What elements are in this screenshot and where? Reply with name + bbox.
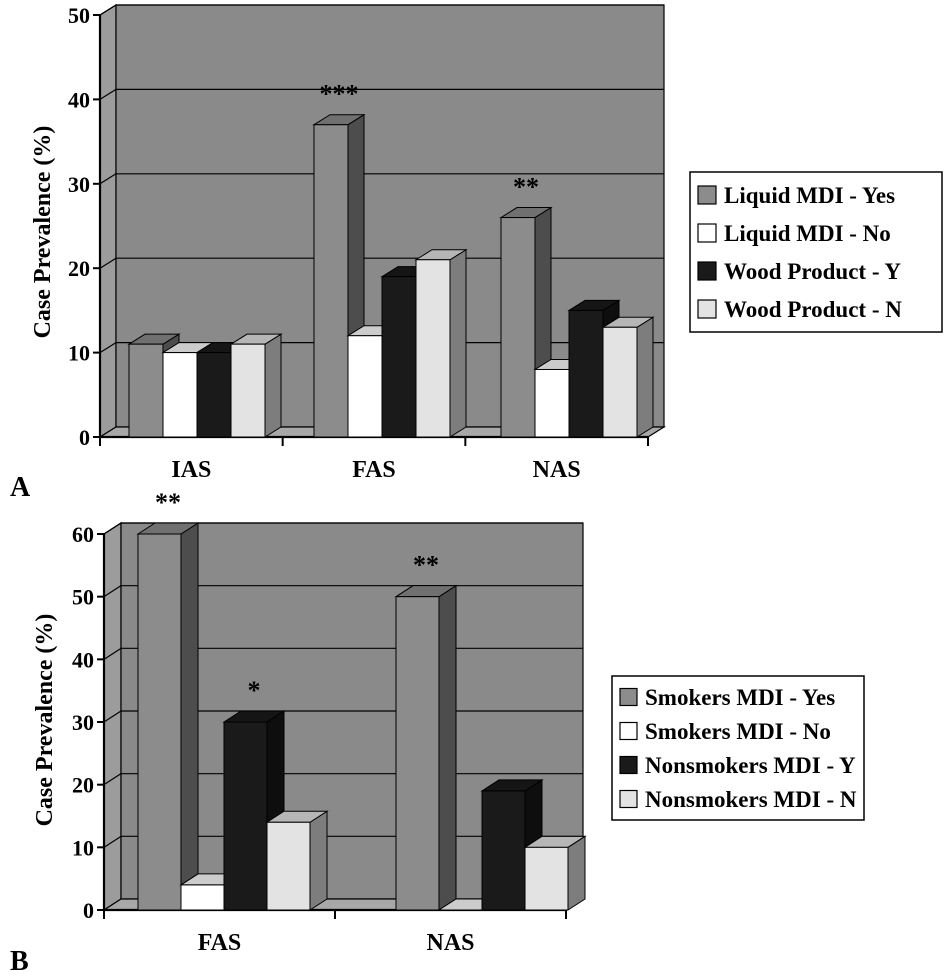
legend-label-2: Liquid MDI - No: [724, 221, 891, 246]
legend-label-4: Nonsmokers MDI - N: [645, 787, 857, 812]
bar-b-fas-1: [136, 522, 200, 911]
bar-front: [128, 343, 164, 438]
bar-side: [567, 835, 586, 911]
legend-label-1: Liquid MDI - Yes: [724, 183, 895, 208]
gridline-side-b-40: [103, 647, 122, 660]
bar-a-fas-4: [414, 248, 468, 438]
gridline-side-a-50: [99, 4, 117, 16]
legend-swatch-4: [697, 299, 717, 319]
bar-front: [196, 352, 232, 438]
y-tick-label-a-30: 30: [68, 172, 90, 197]
x-category-label-a-fas: FAS: [352, 457, 396, 483]
bar-front: [524, 846, 569, 911]
bar-front: [395, 596, 440, 911]
y-tick-label-b-0: 0: [83, 898, 94, 923]
bar-b-nas-1: [394, 584, 458, 911]
legend-label-3: Nonsmokers MDI - Y: [645, 753, 856, 778]
bar-front: [500, 217, 536, 438]
y-tick-label-b-10: 10: [72, 835, 94, 860]
bar-a-nas-4: [601, 316, 655, 438]
y-tick-label-b-30: 30: [72, 710, 94, 735]
legend-swatch-1: [619, 687, 638, 707]
y-tick-label-b-50: 50: [72, 585, 94, 610]
legend-b: Smokers MDI - Yes Smokers MDI - No Nonsmok…: [611, 675, 865, 821]
bar-front: [415, 259, 451, 438]
x-category-label-a-nas: NAS: [533, 457, 581, 483]
legend-frame: [611, 675, 865, 821]
x-category-label-a-ias: IAS: [171, 457, 211, 483]
significance-mark-a-2: **: [513, 173, 539, 202]
gridline-side-a-30: [99, 173, 117, 185]
legend-swatch-2: [619, 721, 638, 741]
gridline-side-b-10: [103, 835, 122, 848]
y-tick-label-a-40: 40: [68, 87, 90, 112]
significance-mark-b-2: *: [248, 676, 261, 705]
bar-front: [137, 533, 182, 911]
legend-swatch-1: [697, 185, 717, 205]
chart-panel-b: Case Prevalence (%) B 0 10 20 30 40 50 60 FAS NA…: [10, 488, 865, 976]
y-axis-label-a: Case Prevalence (%): [30, 126, 56, 339]
y-tick-label-a-20: 20: [68, 256, 90, 281]
y-tick-label-b-40: 40: [72, 647, 94, 672]
legend-label-4: Wood Product - N: [724, 297, 902, 322]
y-tick-label-a-10: 10: [68, 341, 90, 366]
gridline-side-b-20: [103, 773, 122, 786]
x-category-label-b-nas: NAS: [426, 930, 474, 956]
bar-side: [449, 248, 467, 438]
legend-a: Liquid MDI - Yes Liquid MDI - No Wood Prod…: [689, 171, 943, 333]
bar-side: [309, 810, 328, 911]
bar-b-nas-3: [480, 779, 544, 911]
bar-front: [223, 721, 268, 911]
legend-label-3: Wood Product - Y: [724, 259, 901, 284]
panel-label-b: B: [10, 946, 29, 976]
legend-swatch-3: [619, 755, 638, 775]
gridline-side-b-50: [103, 585, 122, 598]
legend-label-1: Smokers MDI - Yes: [645, 685, 835, 710]
bar-front: [481, 790, 526, 911]
bar-side: [438, 584, 457, 911]
bar-b-fas-4: [265, 810, 329, 911]
gridline-side-a-10: [99, 342, 117, 354]
gridline-side-a-20: [99, 257, 117, 269]
legend-swatch-4: [619, 789, 638, 809]
gridline-side-b-60: [103, 522, 122, 535]
bar-front: [568, 309, 604, 438]
y-tick-label-b-20: 20: [72, 773, 94, 798]
bar-side: [180, 522, 199, 911]
bar-front: [180, 884, 225, 911]
bar-front: [162, 352, 198, 438]
panel-label-a: A: [10, 472, 31, 503]
bar-side: [636, 316, 654, 438]
chart-panel-a: Case Prevalence (%) A 0 10 20 30 40 50 IAS FAS N…: [10, 3, 943, 503]
bar-front: [230, 343, 266, 438]
legend-label-2: Smokers MDI - No: [645, 719, 831, 744]
significance-mark-a-1: ***: [320, 80, 359, 109]
bar-front: [266, 821, 311, 911]
bar-front: [381, 276, 417, 438]
bar-front: [313, 124, 349, 438]
legend-frame: [689, 171, 943, 333]
legend-swatch-2: [697, 223, 717, 243]
bar-b-nas-4: [523, 835, 587, 911]
bar-a-ias-4: [229, 333, 283, 438]
y-tick-label-b-60: 60: [72, 522, 94, 547]
y-axis-label-b: Case Prevalence (%): [32, 614, 58, 827]
bar-front: [534, 368, 570, 438]
y-tick-label-a-50: 50: [68, 3, 90, 28]
gridline-side-b-30: [103, 710, 122, 723]
gridline-side-a-40: [99, 88, 117, 100]
bar-front: [347, 335, 383, 438]
y-tick-label-a-0: 0: [79, 425, 90, 450]
bar-side: [264, 333, 282, 438]
x-category-label-b-fas: FAS: [198, 930, 242, 956]
plot-side-wall-a: [99, 3, 117, 439]
significance-mark-b-1: **: [155, 488, 181, 517]
significance-mark-b-3: **: [413, 551, 439, 580]
legend-swatch-3: [697, 261, 717, 281]
bar-front: [602, 326, 638, 438]
